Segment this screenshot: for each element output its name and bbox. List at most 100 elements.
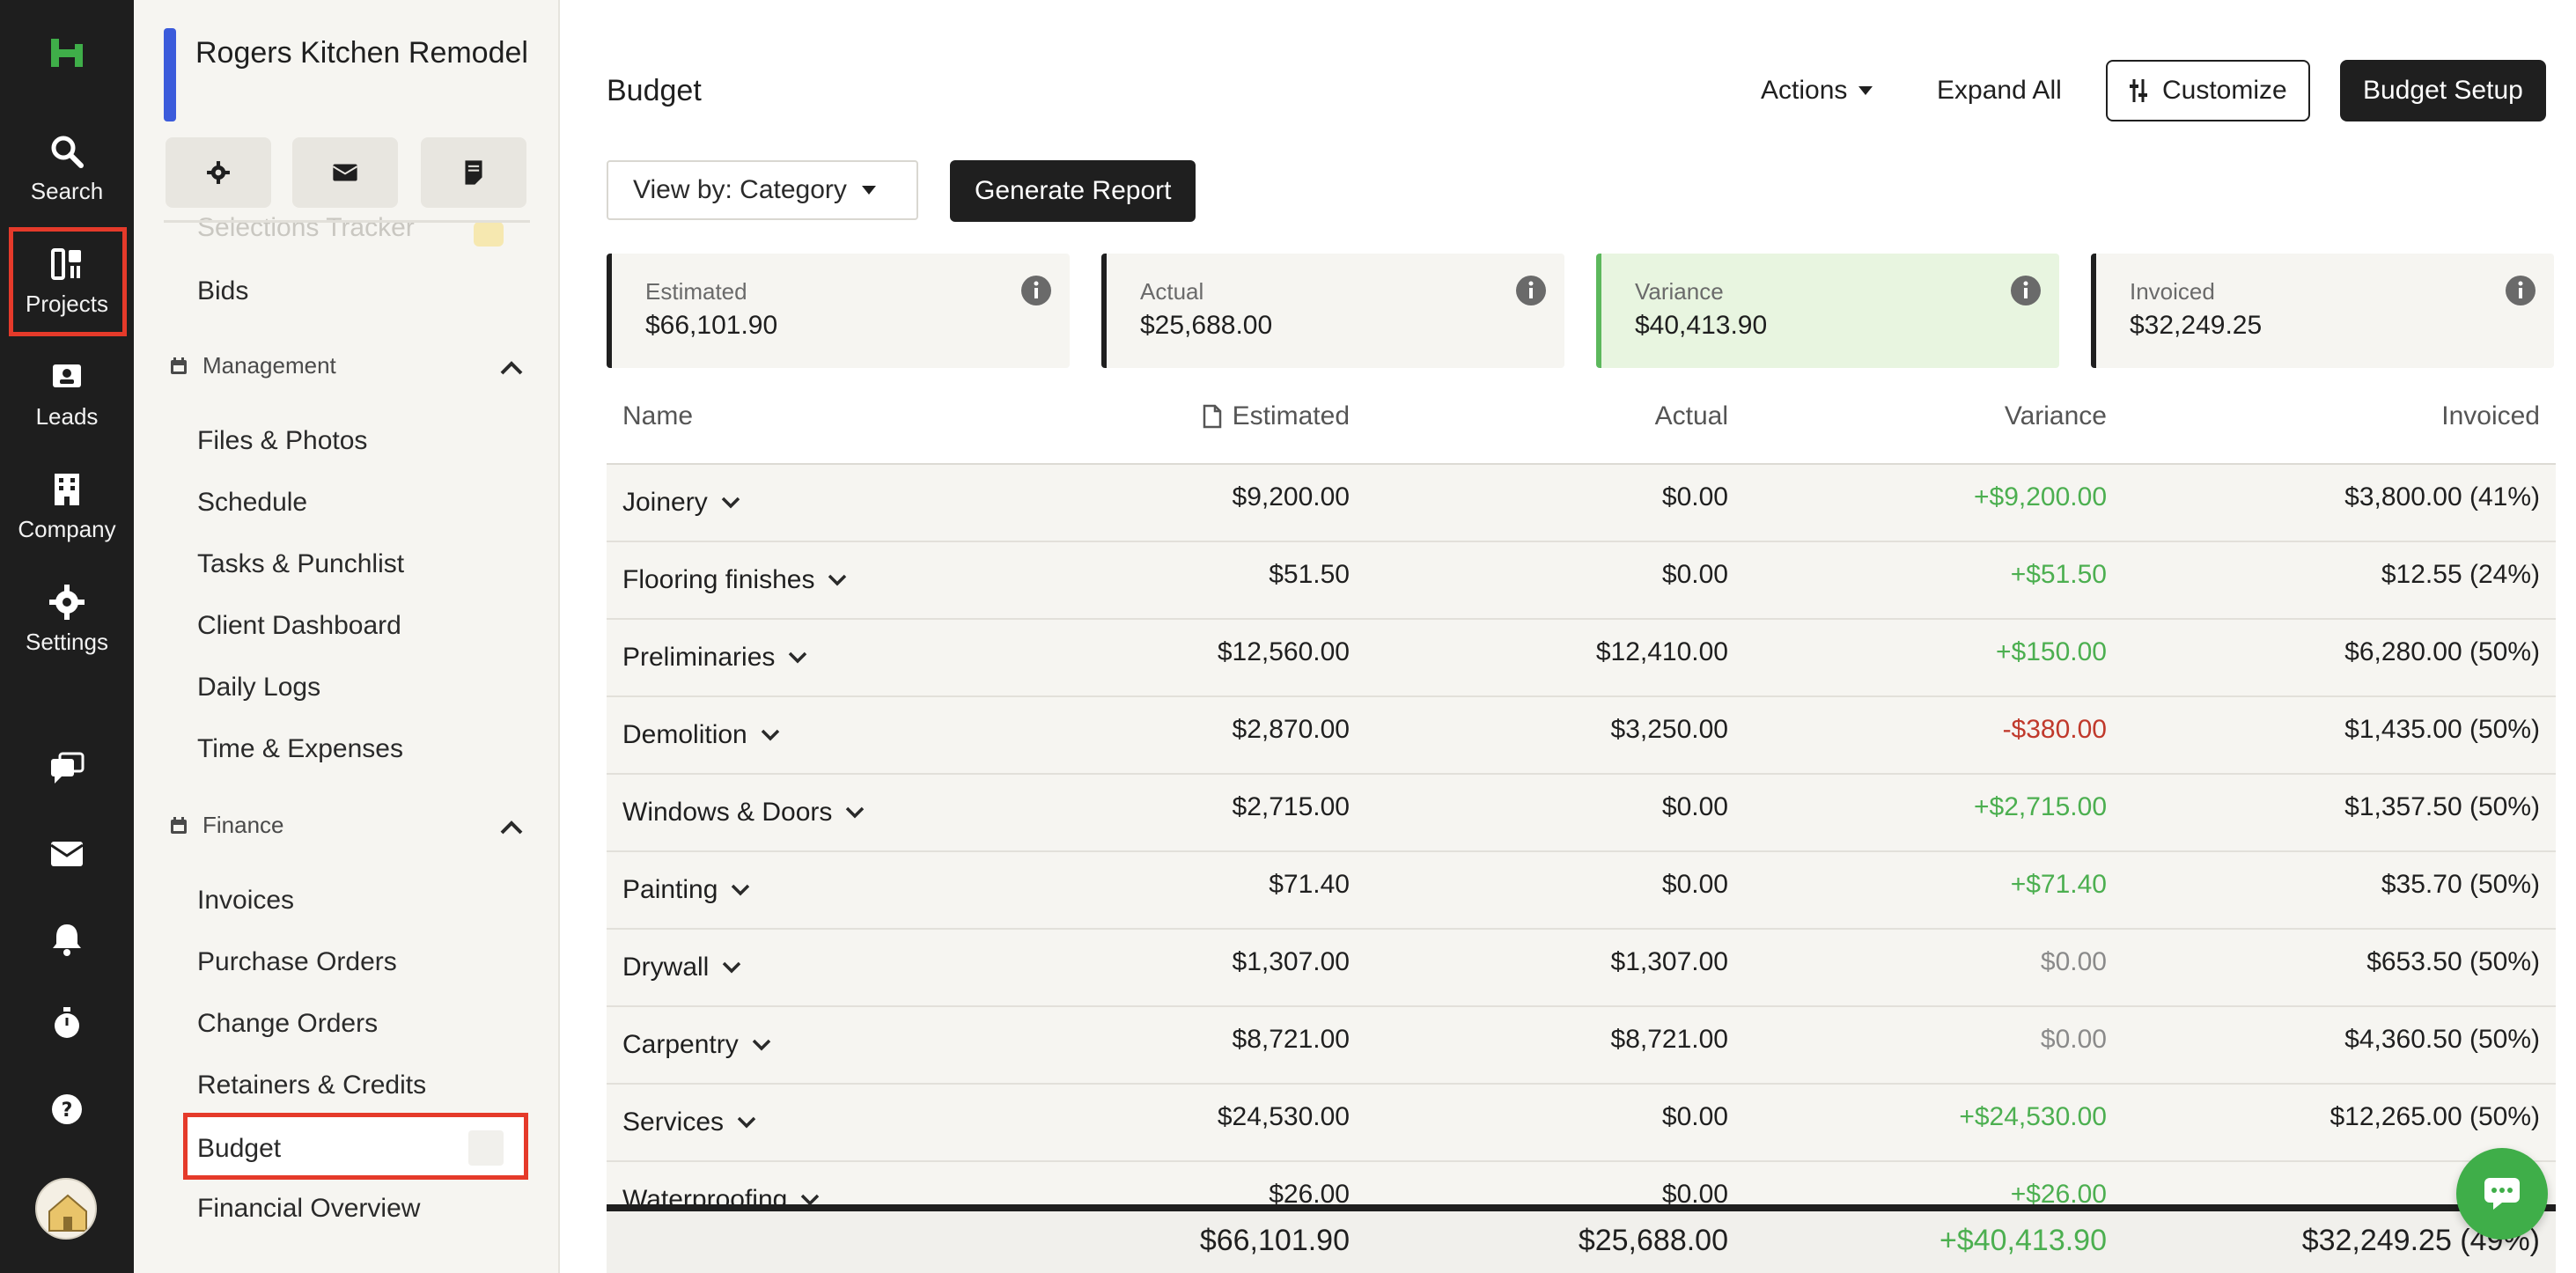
cell-variance: $0.00 xyxy=(2040,1025,2107,1054)
sidebar-item-schedule[interactable]: Schedule xyxy=(197,488,308,517)
bell-icon[interactable] xyxy=(48,919,86,958)
chevron-down-icon[interactable] xyxy=(844,806,865,820)
rail-label: Search xyxy=(30,178,104,204)
col-invoiced[interactable]: Invoiced xyxy=(2441,401,2540,430)
chevron-down-icon[interactable] xyxy=(720,496,741,510)
project-title[interactable]: Rogers Kitchen Remodel xyxy=(195,36,528,70)
row-name[interactable]: Carpentry xyxy=(622,1030,772,1060)
chat-launcher-button[interactable] xyxy=(2456,1148,2548,1240)
info-icon[interactable] xyxy=(2505,275,2536,306)
row-name-label: Joinery xyxy=(622,488,708,517)
sidebar-item-files-photos[interactable]: Files & Photos xyxy=(197,426,368,455)
row-name[interactable]: Painting xyxy=(622,875,751,905)
card-actual: Actual $25,688.00 xyxy=(1101,254,1564,368)
table-row[interactable]: Joinery $9,200.00 $0.00 +$9,200.00 $3,800.00… xyxy=(607,465,2556,542)
total-variance: +$40,413.90 xyxy=(1939,1224,2107,1257)
sidebar-item-bids[interactable]: Bids xyxy=(197,276,249,305)
mail-icon xyxy=(332,164,358,181)
table-header: Name Estimated Actual Variance Invoiced xyxy=(607,384,2556,465)
table-row[interactable]: Services $24,530.00 $0.00 +$24,530.00 $12,26… xyxy=(607,1085,2556,1162)
chevron-down-icon[interactable] xyxy=(736,1115,757,1130)
sidebar-item-daily-logs[interactable]: Daily Logs xyxy=(197,673,321,702)
rail-item-search[interactable]: Search xyxy=(0,132,134,205)
cell-actual: $0.00 xyxy=(1661,482,1728,511)
chevron-down-icon[interactable] xyxy=(787,651,808,665)
caret-down-icon xyxy=(1858,86,1873,95)
card-value: $66,101.90 xyxy=(645,311,778,340)
col-actual[interactable]: Actual xyxy=(1654,401,1728,430)
caret-down-icon xyxy=(861,186,876,195)
row-name[interactable]: Drywall xyxy=(622,953,742,982)
cell-actual: $1,307.00 xyxy=(1610,947,1728,976)
chevron-up-icon[interactable] xyxy=(498,359,525,377)
info-icon[interactable] xyxy=(1515,275,1547,306)
rail-item-company[interactable]: Company xyxy=(0,470,134,543)
col-variance[interactable]: Variance xyxy=(2004,401,2107,430)
table-row[interactable]: Flooring finishes $51.50 $0.00 +$51.50 $12.5… xyxy=(607,542,2556,620)
cell-actual: $0.00 xyxy=(1661,560,1728,589)
sidebar-item-time-expenses[interactable]: Time & Expenses xyxy=(197,734,403,763)
section-management[interactable]: Management xyxy=(169,352,336,379)
expand-all-button[interactable]: Expand All xyxy=(1937,60,2062,121)
user-avatar[interactable] xyxy=(35,1178,97,1240)
project-notes-button[interactable] xyxy=(421,137,526,208)
rail-item-settings[interactable]: Settings xyxy=(0,583,134,656)
app-logo-icon[interactable] xyxy=(48,37,86,69)
sidebar-item-tasks[interactable]: Tasks & Punchlist xyxy=(197,549,405,578)
project-settings-button[interactable] xyxy=(166,137,271,208)
section-finance[interactable]: Finance xyxy=(169,812,284,839)
row-name[interactable]: Joinery xyxy=(622,488,741,518)
leads-icon xyxy=(53,364,81,387)
table-row[interactable]: Demolition $2,870.00 $3,250.00 -$380.00 $1,4… xyxy=(607,697,2556,775)
budget-setup-button[interactable]: Budget Setup xyxy=(2340,60,2546,121)
table-row[interactable]: Preliminaries $12,560.00 $12,410.00 +$150.0… xyxy=(607,620,2556,697)
sidebar-item-purchase-orders[interactable]: Purchase Orders xyxy=(197,947,397,976)
generate-report-button[interactable]: Generate Report xyxy=(950,160,1196,222)
table-row[interactable]: Drywall $1,307.00 $1,307.00 $0.00 $653.50 (5… xyxy=(607,930,2556,1007)
chevron-down-icon[interactable] xyxy=(827,573,848,587)
cell-estimated: $51.50 xyxy=(1269,560,1350,589)
cell-variance: +$9,200.00 xyxy=(1974,482,2107,511)
col-estimated[interactable]: Estimated xyxy=(1203,401,1350,431)
help-icon[interactable]: ? xyxy=(48,1090,86,1129)
chevron-up-icon[interactable] xyxy=(498,819,525,836)
row-name[interactable]: Services xyxy=(622,1107,757,1137)
cell-invoiced: $653.50 (50%) xyxy=(2366,947,2540,976)
sidebar-item-client-dashboard[interactable]: Client Dashboard xyxy=(197,611,401,640)
sidebar-item-change-orders[interactable]: Change Orders xyxy=(197,1009,379,1038)
row-name-label: Preliminaries xyxy=(622,643,776,672)
chat-bubbles-icon[interactable] xyxy=(48,750,86,789)
sidebar-item-budget[interactable]: Budget xyxy=(197,1134,282,1163)
row-name-label: Windows & Doors xyxy=(622,798,833,827)
project-messages-button[interactable] xyxy=(292,137,398,208)
chevron-down-icon[interactable] xyxy=(730,883,751,897)
rail-label: Company xyxy=(18,516,116,542)
row-name[interactable]: Preliminaries xyxy=(622,643,808,673)
table-row[interactable]: Carpentry $8,721.00 $8,721.00 $0.00 $4,360.5… xyxy=(607,1007,2556,1085)
sidebar-item-retainers-credits[interactable]: Retainers & Credits xyxy=(197,1071,427,1100)
sidebar-item-invoices[interactable]: Invoices xyxy=(197,886,295,915)
chevron-down-icon[interactable] xyxy=(751,1038,772,1052)
view-by-select[interactable]: View by: Category xyxy=(607,160,918,220)
info-icon[interactable] xyxy=(2010,275,2042,306)
chevron-down-icon[interactable] xyxy=(799,1193,821,1207)
actions-menu[interactable]: Actions xyxy=(1761,60,1873,121)
sidebar-item-financial-overview[interactable]: Financial Overview xyxy=(197,1194,421,1223)
row-name[interactable]: Demolition xyxy=(622,720,781,750)
rail-item-projects[interactable]: Projects xyxy=(0,245,134,318)
mail-icon[interactable] xyxy=(48,835,86,873)
rail-item-leads[interactable]: Leads xyxy=(0,357,134,430)
col-name[interactable]: Name xyxy=(622,401,694,430)
info-icon[interactable] xyxy=(1020,275,1052,306)
row-name[interactable]: Flooring finishes xyxy=(622,565,848,595)
timer-icon[interactable] xyxy=(48,1004,86,1042)
cell-estimated: $9,200.00 xyxy=(1232,482,1350,511)
chevron-down-icon[interactable] xyxy=(721,960,742,975)
table-row[interactable]: Painting $71.40 $0.00 +$71.40 $35.70 (50%) xyxy=(607,852,2556,930)
row-name[interactable]: Windows & Doors xyxy=(622,798,865,828)
table-row[interactable]: Windows & Doors $2,715.00 $0.00 +$2,715.00 $… xyxy=(607,775,2556,852)
sidebar-item-selections-tracker[interactable]: Selections Tracker xyxy=(197,213,415,242)
customize-button[interactable]: Customize xyxy=(2106,60,2310,121)
customize-button-wrap: Customize xyxy=(2106,60,2310,121)
chevron-down-icon[interactable] xyxy=(760,728,781,742)
